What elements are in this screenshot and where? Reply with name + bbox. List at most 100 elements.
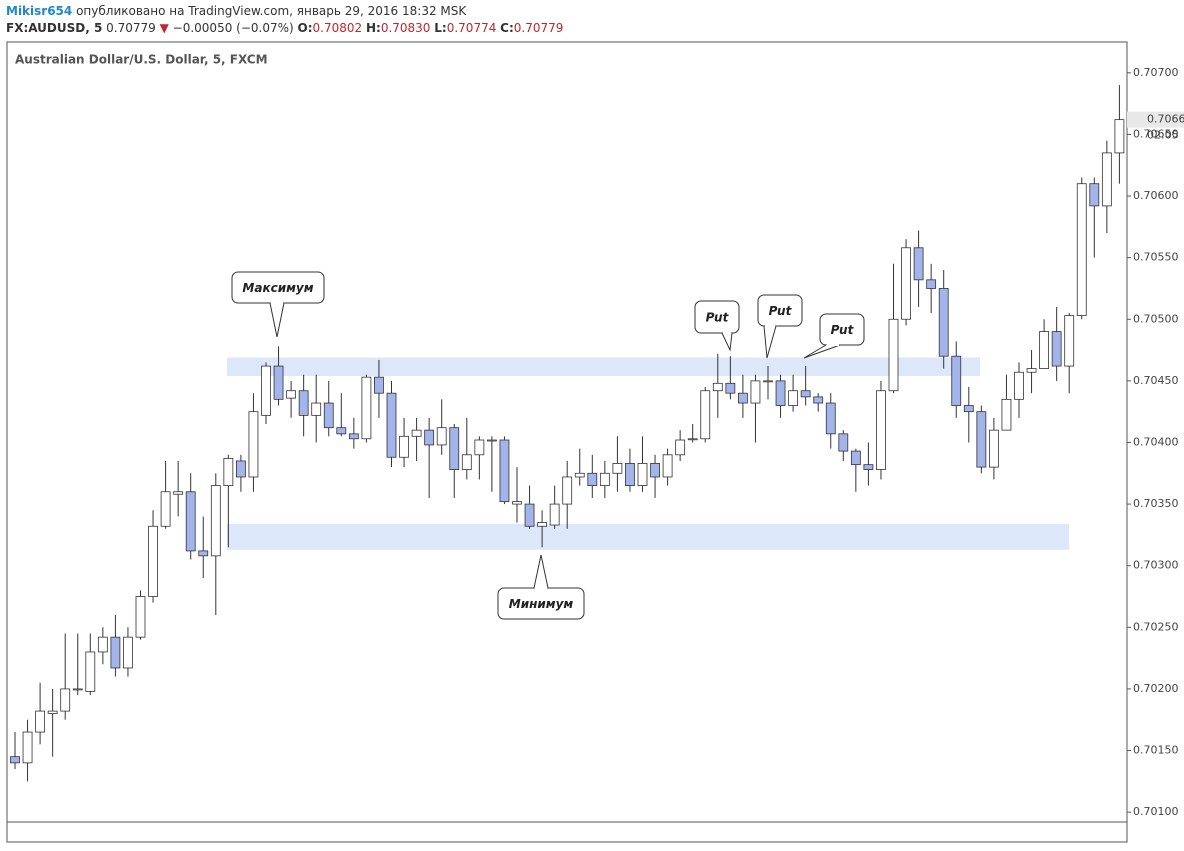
header-line-1: Mikisr654 опубликовано на TradingView.co… — [6, 3, 563, 20]
h-value: 0.70830 — [380, 21, 431, 35]
candle-body — [1014, 371, 1024, 400]
candle-body — [775, 380, 786, 406]
candle-body — [97, 636, 108, 653]
candle-body — [951, 355, 962, 406]
candle-body — [1114, 119, 1125, 154]
candle-body — [888, 318, 899, 392]
candle-body — [60, 688, 71, 712]
candle-body — [825, 402, 836, 435]
o-value: 0.70802 — [312, 21, 363, 35]
candle-body — [637, 463, 648, 487]
candle-body — [963, 405, 974, 413]
y-tick-label: 0.70500 — [1133, 312, 1179, 325]
candle-body — [700, 390, 711, 440]
candle-body — [235, 460, 246, 478]
candle-body — [599, 472, 610, 487]
countdown: 02:05 — [1147, 129, 1179, 142]
callout-pointer — [269, 302, 285, 338]
c-label: C: — [500, 21, 514, 35]
candle-body — [323, 402, 334, 429]
symbol: FX:AUDUSD, 5 — [6, 21, 103, 35]
candle-body — [838, 433, 849, 452]
candle-body — [386, 392, 397, 458]
candle-body — [160, 491, 171, 527]
y-tick-label: 0.70150 — [1133, 744, 1179, 757]
candle-body — [374, 376, 384, 394]
candle-body — [850, 450, 861, 466]
annotation: Минимум — [509, 597, 574, 611]
y-tick-label: 0.70700 — [1133, 66, 1179, 79]
candle-body — [10, 756, 20, 764]
header: Mikisr654 опубликовано на TradingView.co… — [6, 3, 563, 37]
callout-pointer — [533, 554, 549, 589]
y-tick-label: 0.70550 — [1133, 251, 1179, 264]
candle-body — [35, 710, 45, 733]
c-value: 0.70779 — [513, 21, 564, 35]
candle-body — [336, 427, 347, 435]
candle-body — [675, 439, 686, 456]
candle-body — [750, 380, 761, 404]
candle-body — [361, 376, 372, 440]
candle-body — [625, 463, 635, 487]
chart-title: Australian Dollar/U.S. Dollar, 5, FXCM — [15, 53, 268, 67]
candle-body — [662, 454, 673, 478]
candle-body — [1064, 315, 1075, 367]
candle-body — [449, 427, 460, 470]
candle-body — [738, 392, 748, 404]
candle-body — [725, 382, 736, 394]
candle-body — [461, 454, 472, 470]
candle-body — [72, 688, 83, 691]
author[interactable]: Mikisr654 — [6, 4, 73, 18]
candle-body — [1076, 183, 1087, 316]
last-price-box — [1127, 111, 1184, 128]
callout-box — [757, 294, 803, 327]
candle-body — [210, 485, 221, 557]
candle-body — [800, 390, 811, 398]
candle-body — [348, 433, 359, 440]
annotation: Put — [831, 323, 855, 337]
candle-body — [938, 288, 949, 357]
candle-body — [135, 596, 146, 638]
callout-pointer — [763, 325, 777, 359]
candle-body — [763, 380, 773, 383]
candle-body — [587, 472, 598, 487]
candle-body — [286, 390, 297, 399]
l-value: 0.70774 — [446, 21, 497, 35]
candle-body — [1101, 152, 1112, 207]
callout-pointer — [803, 344, 841, 359]
candle-body — [474, 439, 485, 456]
y-tick-label: 0.70600 — [1133, 189, 1179, 202]
candle-body — [863, 464, 874, 470]
candle-body — [574, 472, 585, 478]
callout-box — [819, 313, 865, 346]
y-tick-label: 0.70400 — [1133, 435, 1179, 448]
candle-body — [399, 435, 409, 458]
candle-body — [901, 247, 911, 320]
annotation: Put — [706, 311, 730, 325]
y-tick-label: 0.70650 — [1133, 127, 1179, 140]
price: 0.70779 — [106, 21, 156, 35]
frame — [6, 41, 1128, 843]
y-tick-label: 0.70450 — [1133, 374, 1179, 387]
candle-body — [311, 402, 322, 416]
candle-body — [687, 438, 698, 441]
candle-body — [926, 279, 937, 289]
annotation: Максимум — [242, 281, 313, 295]
y-tick-label: 0.70100 — [1133, 805, 1179, 818]
callout-pointer — [721, 332, 733, 352]
candle-body — [110, 636, 121, 669]
candle-body — [1001, 398, 1012, 431]
candle-body — [876, 390, 886, 470]
y-tick-label: 0.70300 — [1133, 559, 1179, 572]
candle-body — [650, 463, 660, 478]
candle-body — [185, 491, 196, 552]
candle-body — [1051, 331, 1062, 367]
candle-body — [411, 429, 422, 437]
candle-body — [976, 411, 987, 468]
candle-body — [248, 411, 259, 478]
candle-body — [173, 491, 184, 495]
candle-body — [989, 429, 999, 468]
candle-body — [261, 365, 271, 416]
candle-body — [512, 501, 522, 505]
o-label: O: — [297, 21, 313, 35]
